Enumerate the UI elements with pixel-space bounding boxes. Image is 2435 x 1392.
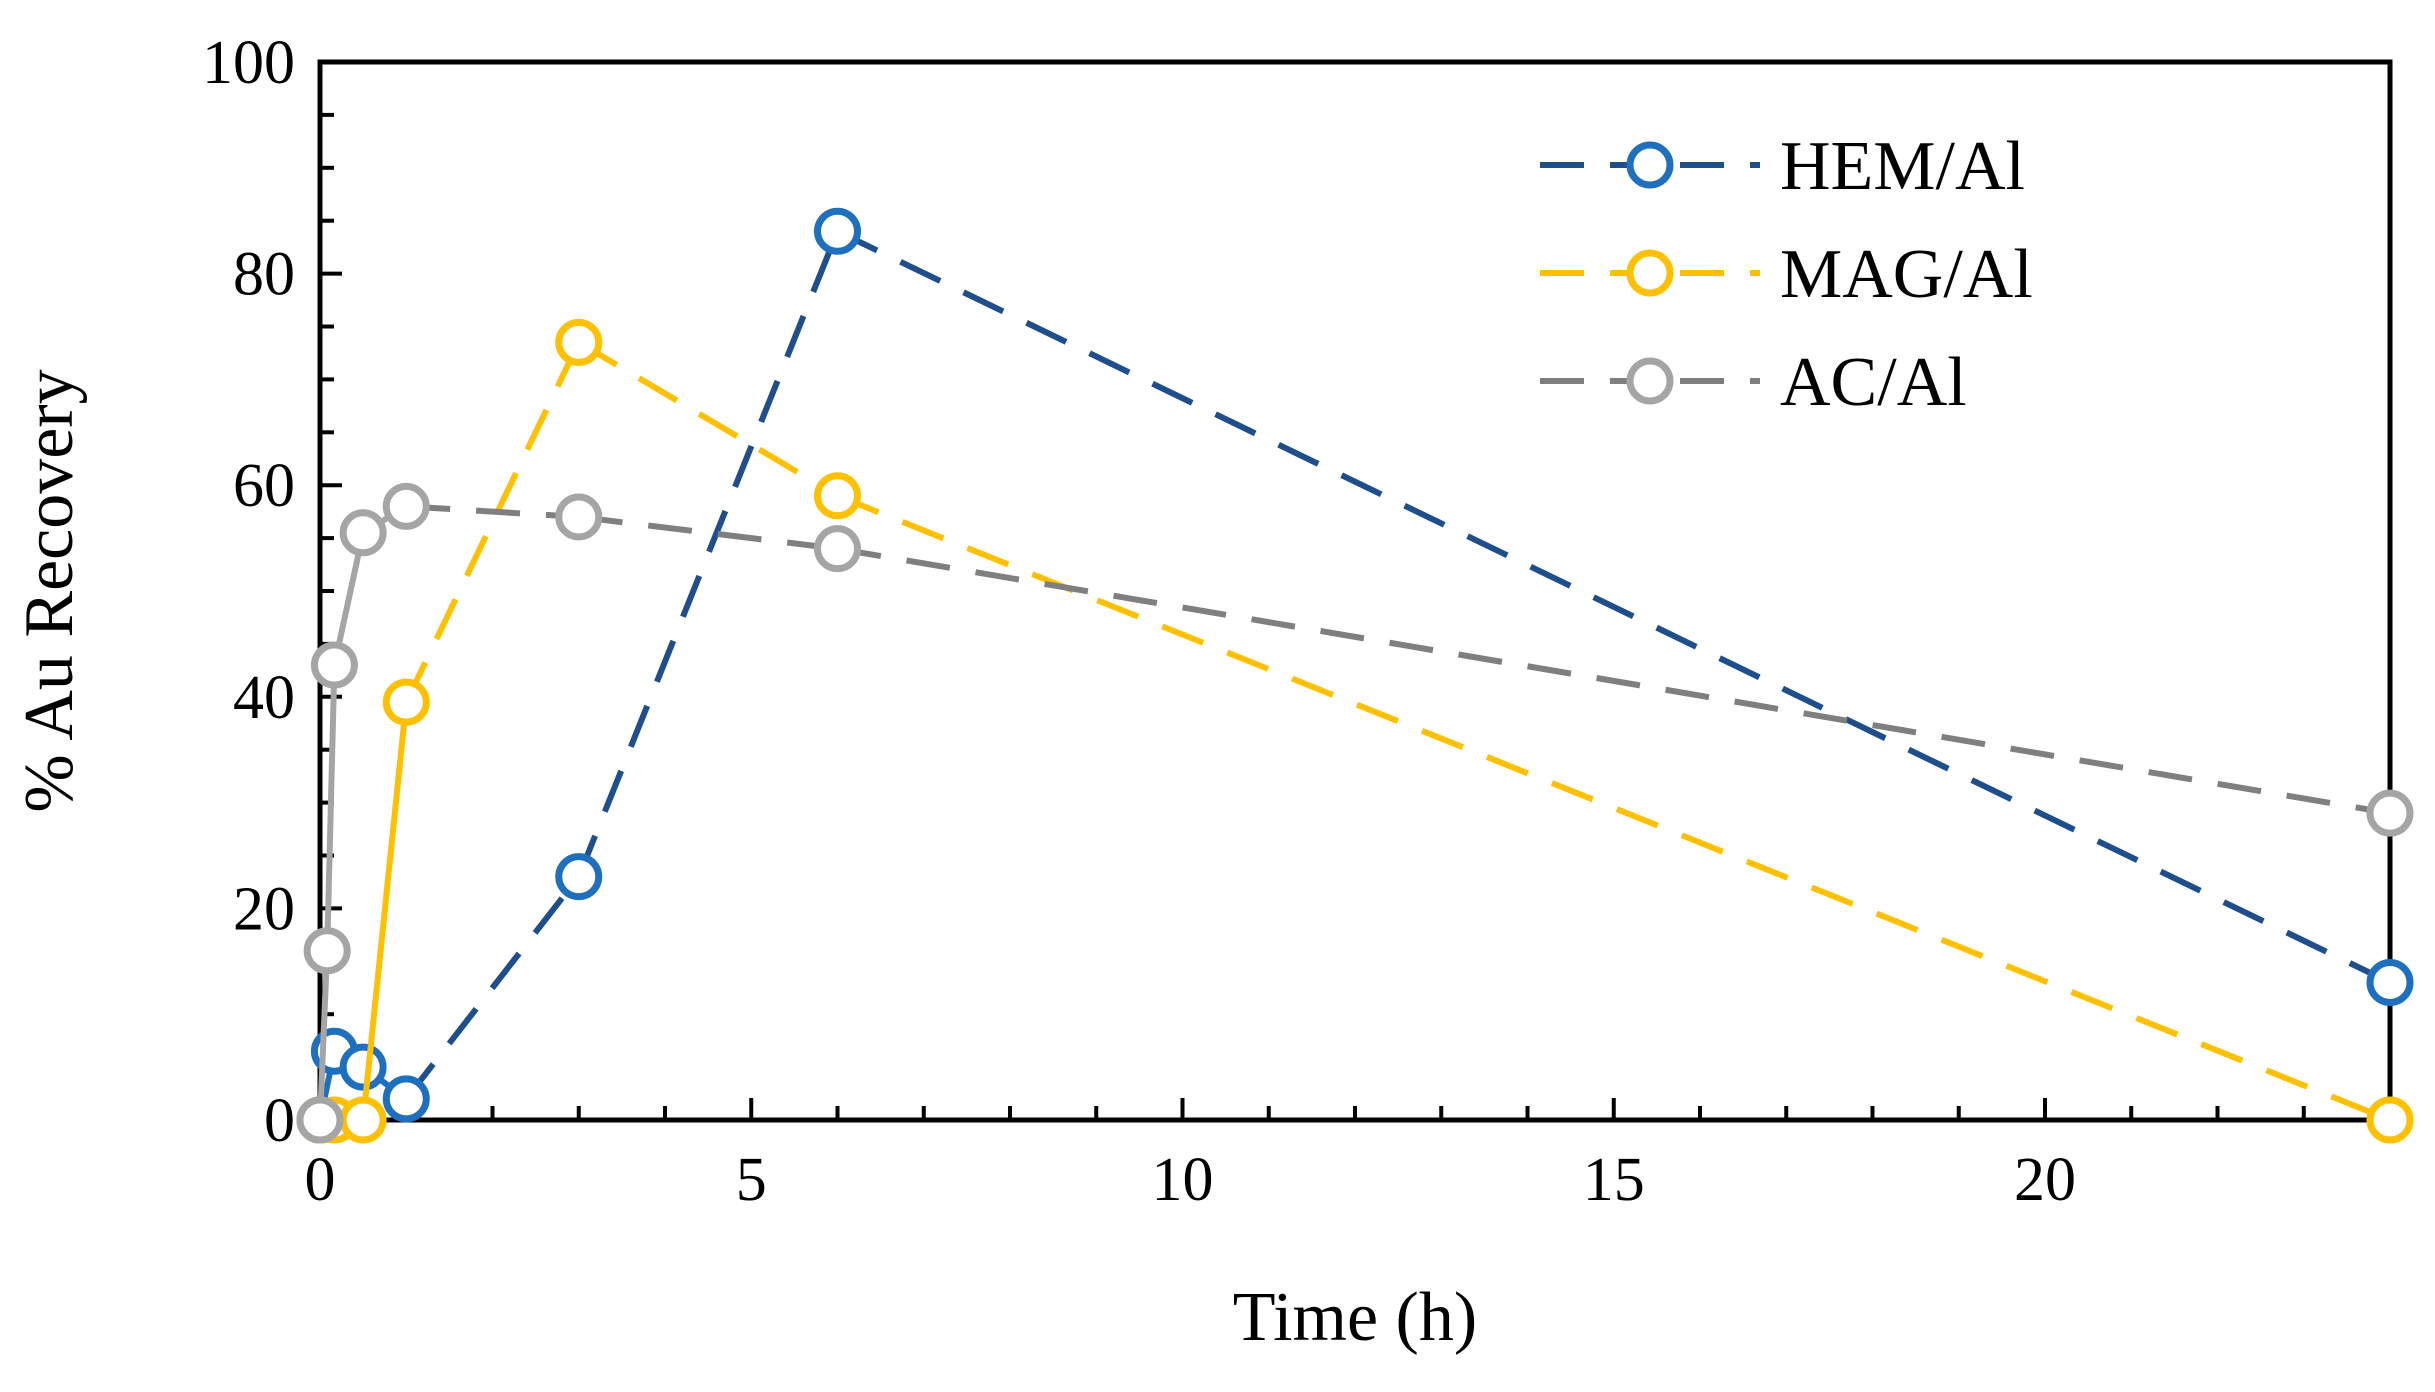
- data-point: AC/Al: (1, 58): [382, 482, 430, 530]
- data-point: MAG/Al: (0.5, 0): [339, 1096, 387, 1144]
- series-segment: [836, 545, 2391, 817]
- series-segment: [360, 701, 410, 1121]
- legend-marker: [1626, 249, 1674, 297]
- plot-frame: [317, 59, 2393, 1123]
- x-axis-title: Time (h): [1233, 1279, 1477, 1356]
- data-point: HEM/Al: (0.5, 5): [339, 1043, 387, 1091]
- series-segment: [406, 503, 579, 520]
- y-tick-label: 60: [233, 452, 295, 520]
- data-point: AC/Al: (0.5, 55.5): [339, 509, 387, 557]
- data-point: MAG/Al: (1, 39.5): [382, 678, 430, 726]
- data-point: HEM/Al: (24, 13): [2366, 958, 2414, 1006]
- series-segment: [403, 874, 582, 1101]
- data-point: MAG/Al: (3, 73.5): [555, 318, 603, 366]
- data-point: HEM/Al: (6, 84): [814, 207, 861, 255]
- y-tick-label: 80: [233, 241, 295, 309]
- data-point: AC/Al: (0.083, 16): [303, 927, 351, 975]
- series-segment: [403, 341, 582, 704]
- legend-entry: HEM/Al: [1540, 128, 2025, 205]
- y-tick-label: 0: [264, 1087, 295, 1155]
- y-tick-label: 100: [202, 29, 295, 97]
- data-point: MAG/Al: (6, 59): [814, 472, 861, 520]
- data-point: AC/Al: (3, 57): [555, 493, 603, 541]
- legend-label: AC/Al: [1780, 344, 1967, 421]
- series-segment: [317, 950, 331, 1121]
- data-point: MAG/Al: (24, 0): [2366, 1096, 2414, 1144]
- legend-label: MAG/Al: [1780, 236, 2033, 313]
- legend-entry: MAG/Al: [1540, 236, 2033, 313]
- data-point: AC/Al: (6, 54): [814, 525, 861, 573]
- legend-entry: AC/Al: [1540, 344, 1967, 421]
- x-tick-label: 5: [736, 1146, 767, 1214]
- data-point: AC/Al: (0, 0): [296, 1096, 344, 1144]
- data-point: HEM/Al: (1, 2): [382, 1075, 430, 1123]
- y-axis: 0 20 40 60 80 100: [202, 29, 342, 1155]
- series-ac-al: AC/Al: (0, 0) AC/Al: (0.083, 16) AC/Al: (0…: [296, 482, 2414, 1144]
- y-tick-label: 40: [233, 664, 295, 732]
- legend-marker: [1626, 141, 1674, 189]
- series-segment: [575, 230, 841, 878]
- x-tick-label: 15: [1583, 1146, 1645, 1214]
- series-layer: HEM/Al: (0, 0)HEM/Al: (0.167, 6.5)HEM/Al…: [296, 207, 2414, 1144]
- series-mag-al: MAG/Al: (0, 0)MAG/Al: (0.167, 0)MAG/Al: …: [296, 318, 2414, 1144]
- series-segment: [836, 228, 2392, 986]
- x-tick-label: 0: [305, 1146, 336, 1214]
- series-segment: [577, 339, 840, 499]
- legend: HEM/Al MAG/Al AC/Al: [1540, 128, 2033, 421]
- legend-label: HEM/Al: [1780, 128, 2025, 205]
- legend-marker: [1626, 357, 1674, 405]
- x-tick-label: 20: [2014, 1146, 2076, 1214]
- series-segment: [578, 513, 838, 552]
- x-axis: 0 5 10 15 20: [305, 1098, 2392, 1214]
- series-segment: [324, 664, 338, 951]
- data-point: HEM/Al: (3, 23): [555, 853, 603, 901]
- x-tick-label: 10: [1152, 1146, 1214, 1214]
- data-point: AC/Al: (0.167, 43): [310, 641, 358, 689]
- plot-border: [317, 59, 2393, 1123]
- y-axis-title: % Au Recovery: [11, 369, 88, 812]
- y-tick-label: 20: [233, 875, 295, 943]
- data-point: AC/Al: (24, 29): [2366, 789, 2414, 837]
